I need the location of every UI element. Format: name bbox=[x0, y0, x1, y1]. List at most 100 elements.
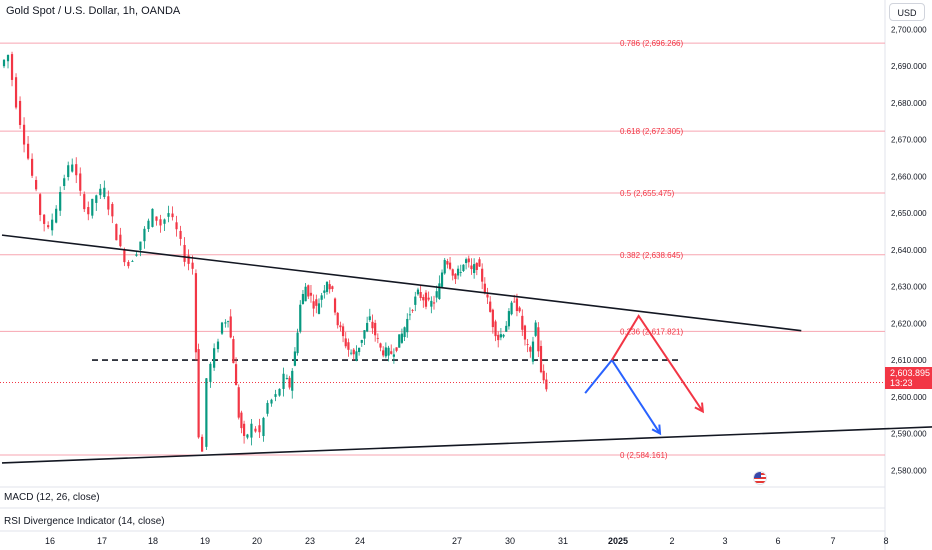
candle-body bbox=[309, 292, 313, 296]
candle-body bbox=[473, 264, 476, 274]
candle-body bbox=[250, 423, 253, 438]
candle-body bbox=[510, 302, 513, 315]
candles bbox=[2, 51, 548, 452]
candle-body bbox=[505, 325, 508, 332]
fib-level-label: 0.5 (2,655.475) bbox=[620, 189, 675, 198]
candle-body bbox=[67, 165, 70, 178]
candle-body bbox=[237, 387, 240, 418]
candle-body bbox=[304, 286, 307, 302]
macd-pane-label[interactable]: MACD (12, 26, close) bbox=[4, 492, 100, 503]
candle-body bbox=[358, 347, 361, 353]
candle-body bbox=[59, 191, 62, 211]
candle-body bbox=[79, 173, 82, 191]
candle-body bbox=[151, 208, 154, 227]
candle-body bbox=[534, 322, 537, 336]
candle-body bbox=[99, 188, 102, 196]
candle-body bbox=[22, 124, 26, 145]
candle-body bbox=[87, 207, 90, 215]
candle-body bbox=[200, 436, 204, 452]
projection-path bbox=[584, 358, 661, 435]
candle-body bbox=[398, 334, 401, 348]
candle-body bbox=[470, 265, 473, 270]
candle-body bbox=[411, 310, 414, 311]
candle-body bbox=[392, 354, 395, 357]
candle-body bbox=[515, 298, 519, 312]
chart-grid bbox=[0, 0, 886, 550]
candle-body bbox=[529, 347, 532, 352]
candle-body bbox=[216, 341, 220, 350]
candle-body bbox=[427, 297, 430, 300]
candle-body bbox=[254, 428, 257, 432]
candle-body bbox=[344, 338, 347, 347]
candle-body bbox=[497, 334, 500, 341]
candle-body bbox=[406, 318, 409, 333]
arrow-head bbox=[694, 402, 705, 414]
x-tick-label: 19 bbox=[200, 536, 210, 546]
candle-body bbox=[424, 292, 428, 307]
candle-body bbox=[395, 347, 398, 351]
candle-body bbox=[331, 286, 334, 290]
candle-body bbox=[205, 378, 208, 447]
candle-body bbox=[545, 379, 548, 390]
candle-body bbox=[71, 164, 74, 172]
candle-body bbox=[465, 259, 468, 264]
candle-body bbox=[531, 341, 535, 362]
y-tick-label: 2,680.000 bbox=[891, 99, 927, 108]
candle-body bbox=[443, 259, 446, 274]
candle-body bbox=[315, 299, 318, 306]
candle-body bbox=[167, 213, 170, 217]
y-tick-label: 2,640.000 bbox=[891, 246, 927, 255]
candle-body bbox=[2, 59, 6, 67]
candle-body bbox=[462, 264, 465, 271]
candle-body bbox=[107, 196, 110, 210]
y-tick-label: 2,670.000 bbox=[891, 136, 927, 145]
candle-body bbox=[542, 370, 545, 381]
candle-body bbox=[432, 302, 436, 304]
candle-body bbox=[379, 343, 382, 348]
candle-body bbox=[507, 311, 511, 327]
candle-body bbox=[278, 388, 281, 396]
candle-body bbox=[475, 262, 478, 270]
candle-body bbox=[135, 254, 138, 256]
x-tick-label: 2025 bbox=[608, 536, 628, 546]
candle-body bbox=[366, 322, 369, 332]
candle-body bbox=[320, 295, 323, 300]
candle-body bbox=[111, 203, 114, 217]
candle-body bbox=[14, 77, 18, 108]
candle-body bbox=[446, 261, 449, 265]
candle-body bbox=[483, 283, 486, 294]
candle-body bbox=[448, 262, 452, 269]
fib-level-label: 0.382 (2,638.645) bbox=[620, 251, 683, 260]
fib-level-label: 0.618 (2,672.305) bbox=[620, 127, 683, 136]
candle-body bbox=[440, 272, 444, 287]
candle-body bbox=[416, 289, 420, 295]
candle-body bbox=[55, 208, 58, 223]
current-price-tag: 2,603.895 13:23 bbox=[885, 367, 932, 389]
currency-button[interactable]: USD bbox=[889, 3, 925, 21]
x-tick-label: 7 bbox=[830, 536, 835, 546]
us-flag-icon[interactable] bbox=[753, 471, 767, 485]
projection-path bbox=[611, 314, 704, 413]
current-price-value: 2,603.895 bbox=[890, 368, 931, 378]
y-tick-label: 2,620.000 bbox=[891, 319, 927, 328]
candle-body bbox=[26, 143, 30, 159]
candle-body bbox=[291, 370, 294, 391]
candle-body bbox=[234, 364, 238, 386]
candle-body bbox=[293, 351, 297, 366]
candle-body bbox=[491, 309, 494, 328]
candle-body bbox=[6, 55, 10, 62]
y-tick-label: 2,650.000 bbox=[891, 209, 927, 218]
candle-body bbox=[336, 312, 339, 326]
candle-body bbox=[459, 272, 462, 273]
rsi-pane-label[interactable]: RSI Divergence Indicator (14, close) bbox=[4, 516, 165, 527]
candle-body bbox=[10, 54, 14, 80]
candle-body bbox=[147, 220, 150, 230]
y-tick-label: 2,700.000 bbox=[891, 25, 927, 34]
candle-body bbox=[451, 269, 454, 276]
candle-body bbox=[339, 325, 342, 328]
candle-body bbox=[489, 301, 492, 312]
candle-body bbox=[371, 321, 374, 329]
bar-countdown: 13:23 bbox=[890, 378, 913, 388]
symbol-title[interactable]: Gold Spot / U.S. Dollar, 1h, OANDA bbox=[6, 5, 181, 17]
